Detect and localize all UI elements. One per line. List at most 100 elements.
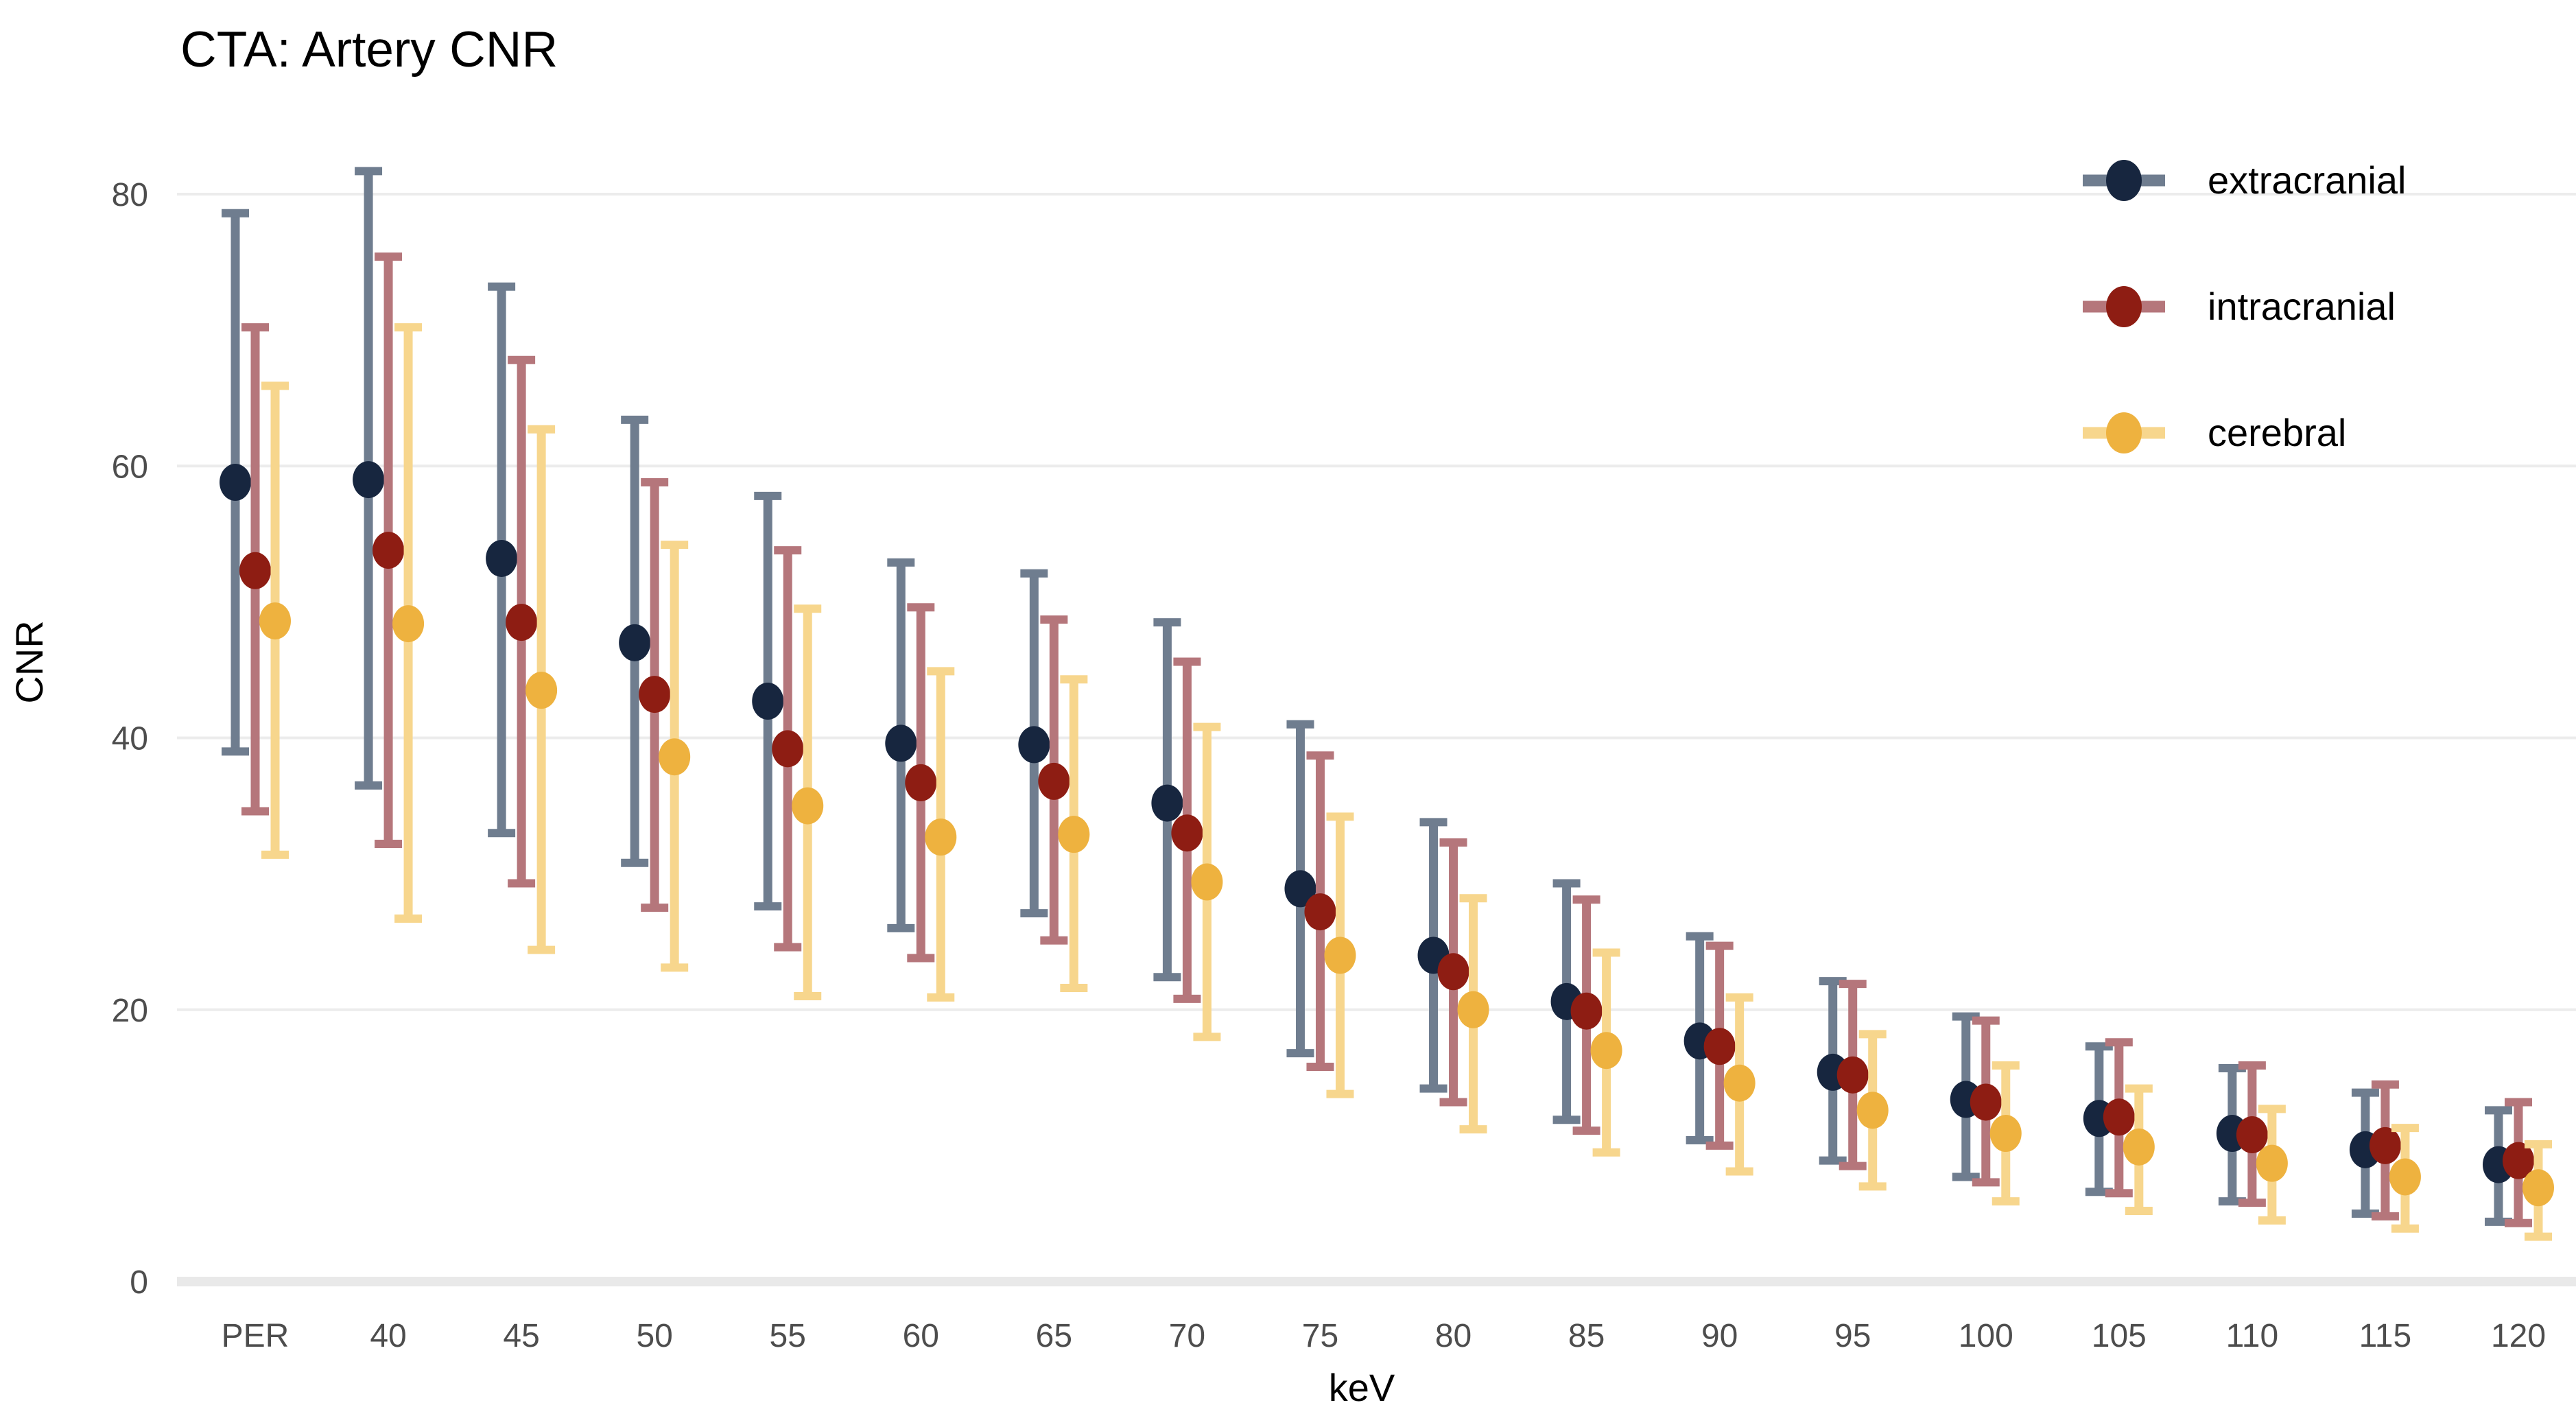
pointrange-intracranial-120 [2503, 1098, 2534, 1227]
x-tick-label-80: 80 [1435, 1318, 1472, 1354]
data-point-extracranial-75 [1284, 870, 1316, 908]
data-point-cerebral-110 [2256, 1144, 2288, 1182]
data-point-intracranial-110 [2236, 1116, 2268, 1154]
data-point-extracranial-PER [220, 464, 251, 502]
pointrange-intracranial-55 [772, 546, 804, 952]
pointrange-extracranial-70 [1151, 618, 1183, 982]
pointrange-cerebral-50 [659, 541, 691, 972]
data-point-cerebral-80 [1457, 991, 1489, 1028]
series-cerebral [259, 323, 2554, 1241]
legend: extracranial intracranial cerebral [2083, 158, 2406, 454]
series-intracranial [239, 252, 2534, 1227]
pointrange-cerebral-115 [2389, 1124, 2421, 1233]
pointrange-cerebral-95 [1856, 1030, 1889, 1191]
data-point-cerebral-105 [2123, 1128, 2155, 1166]
x-tick-label-50: 50 [636, 1318, 672, 1354]
data-point-extracranial-45 [486, 539, 518, 577]
y-tick-label-40: 40 [112, 721, 148, 757]
data-point-extracranial-50 [619, 624, 651, 661]
pointrange-cerebral-PER [259, 381, 291, 859]
pointrange-intracranial-50 [639, 478, 671, 912]
x-tick-label-60: 60 [903, 1318, 939, 1354]
x-tick-label-40: 40 [370, 1318, 406, 1354]
pointrange-extracranial-55 [752, 491, 784, 911]
data-point-extracranial-65 [1018, 726, 1050, 764]
data-point-cerebral-60 [925, 818, 957, 856]
data-point-cerebral-115 [2389, 1158, 2421, 1196]
pointrange-intracranial-115 [2369, 1080, 2401, 1220]
pointrange-cerebral-55 [792, 604, 824, 1000]
data-point-cerebral-55 [792, 787, 824, 825]
pointrange-intracranial-70 [1171, 657, 1203, 1003]
legend-item-cerebral: cerebral [2083, 411, 2346, 454]
data-point-intracranial-80 [1437, 953, 1469, 991]
data-point-intracranial-105 [2103, 1098, 2135, 1136]
pointrange-cerebral-105 [2123, 1084, 2155, 1215]
data-point-extracranial-55 [752, 683, 784, 720]
legend-label-extracranial: extracranial [2208, 158, 2406, 202]
pointrange-extracranial-80 [1417, 818, 1450, 1093]
data-point-intracranial-55 [772, 730, 804, 768]
x-tick-label-95: 95 [1834, 1318, 1871, 1354]
gridlines [177, 193, 2576, 1286]
x-tick-label-90: 90 [1701, 1318, 1738, 1354]
pointrange-cerebral-75 [1324, 812, 1356, 1098]
legend-point-icon-extracranial [2106, 160, 2142, 201]
x-tick-label-85: 85 [1568, 1318, 1605, 1354]
y-tick-label-60: 60 [112, 449, 148, 485]
pointrange-intracranial-PER [239, 323, 271, 816]
y-tick-label-0: 0 [130, 1264, 148, 1301]
y-axis-title: CNR [8, 620, 51, 703]
legend-item-intracranial: intracranial [2083, 285, 2396, 328]
data-point-cerebral-50 [659, 738, 691, 776]
data-point-intracranial-60 [905, 764, 937, 801]
data-point-intracranial-70 [1171, 814, 1203, 852]
pointrange-cerebral-90 [1723, 993, 1756, 1176]
legend-point-icon-intracranial [2106, 286, 2142, 327]
data-point-intracranial-90 [1703, 1028, 1736, 1065]
pointrange-intracranial-110 [2236, 1061, 2268, 1207]
pointrange-cerebral-65 [1058, 675, 1090, 993]
data-point-intracranial-100 [1970, 1083, 2002, 1121]
pointrange-extracranial-50 [619, 415, 651, 867]
data-point-intracranial-65 [1038, 762, 1070, 800]
pointrange-cerebral-110 [2256, 1105, 2288, 1225]
x-tick-label-105: 105 [2092, 1318, 2147, 1354]
x-tick-label-100: 100 [1959, 1318, 2013, 1354]
data-point-intracranial-75 [1304, 893, 1336, 931]
data-point-cerebral-PER [259, 602, 291, 640]
data-point-cerebral-120 [2522, 1169, 2554, 1207]
data-point-intracranial-PER [239, 552, 271, 589]
data-point-cerebral-75 [1324, 936, 1356, 974]
pointrange-intracranial-65 [1038, 615, 1070, 945]
pointrange-extracranial-40 [353, 167, 385, 790]
pointrange-extracranial-60 [885, 558, 917, 932]
pointrange-cerebral-80 [1457, 894, 1489, 1134]
pointrange-cerebral-85 [1590, 948, 1622, 1157]
data-point-extracranial-70 [1151, 784, 1183, 822]
x-tick-label-45: 45 [503, 1318, 539, 1354]
x-tick-label-75: 75 [1302, 1318, 1338, 1354]
pointrange-cerebral-120 [2522, 1140, 2554, 1241]
y-tick-label-80: 80 [112, 177, 148, 213]
legend-label-intracranial: intracranial [2208, 285, 2396, 328]
legend-label-cerebral: cerebral [2208, 411, 2346, 454]
x-tick-label-70: 70 [1169, 1318, 1205, 1354]
data-point-cerebral-95 [1856, 1092, 1889, 1129]
data-point-cerebral-90 [1723, 1064, 1756, 1102]
x-tick-label-110: 110 [2226, 1318, 2279, 1354]
pointrange-extracranial-100 [1950, 1012, 1982, 1181]
chart-title: CTA: Artery CNR [180, 22, 558, 78]
data-point-intracranial-95 [1836, 1056, 1869, 1094]
data-point-intracranial-50 [639, 676, 671, 714]
pointrange-cerebral-60 [925, 667, 957, 1002]
pointrange-cerebral-70 [1191, 722, 1223, 1041]
pointrange-cerebral-45 [525, 425, 558, 954]
pointrange-intracranial-80 [1437, 838, 1469, 1107]
data-point-cerebral-40 [392, 605, 425, 643]
pointrange-intracranial-95 [1836, 980, 1869, 1170]
data-point-intracranial-45 [506, 604, 538, 641]
pointrange-cerebral-40 [392, 323, 425, 923]
